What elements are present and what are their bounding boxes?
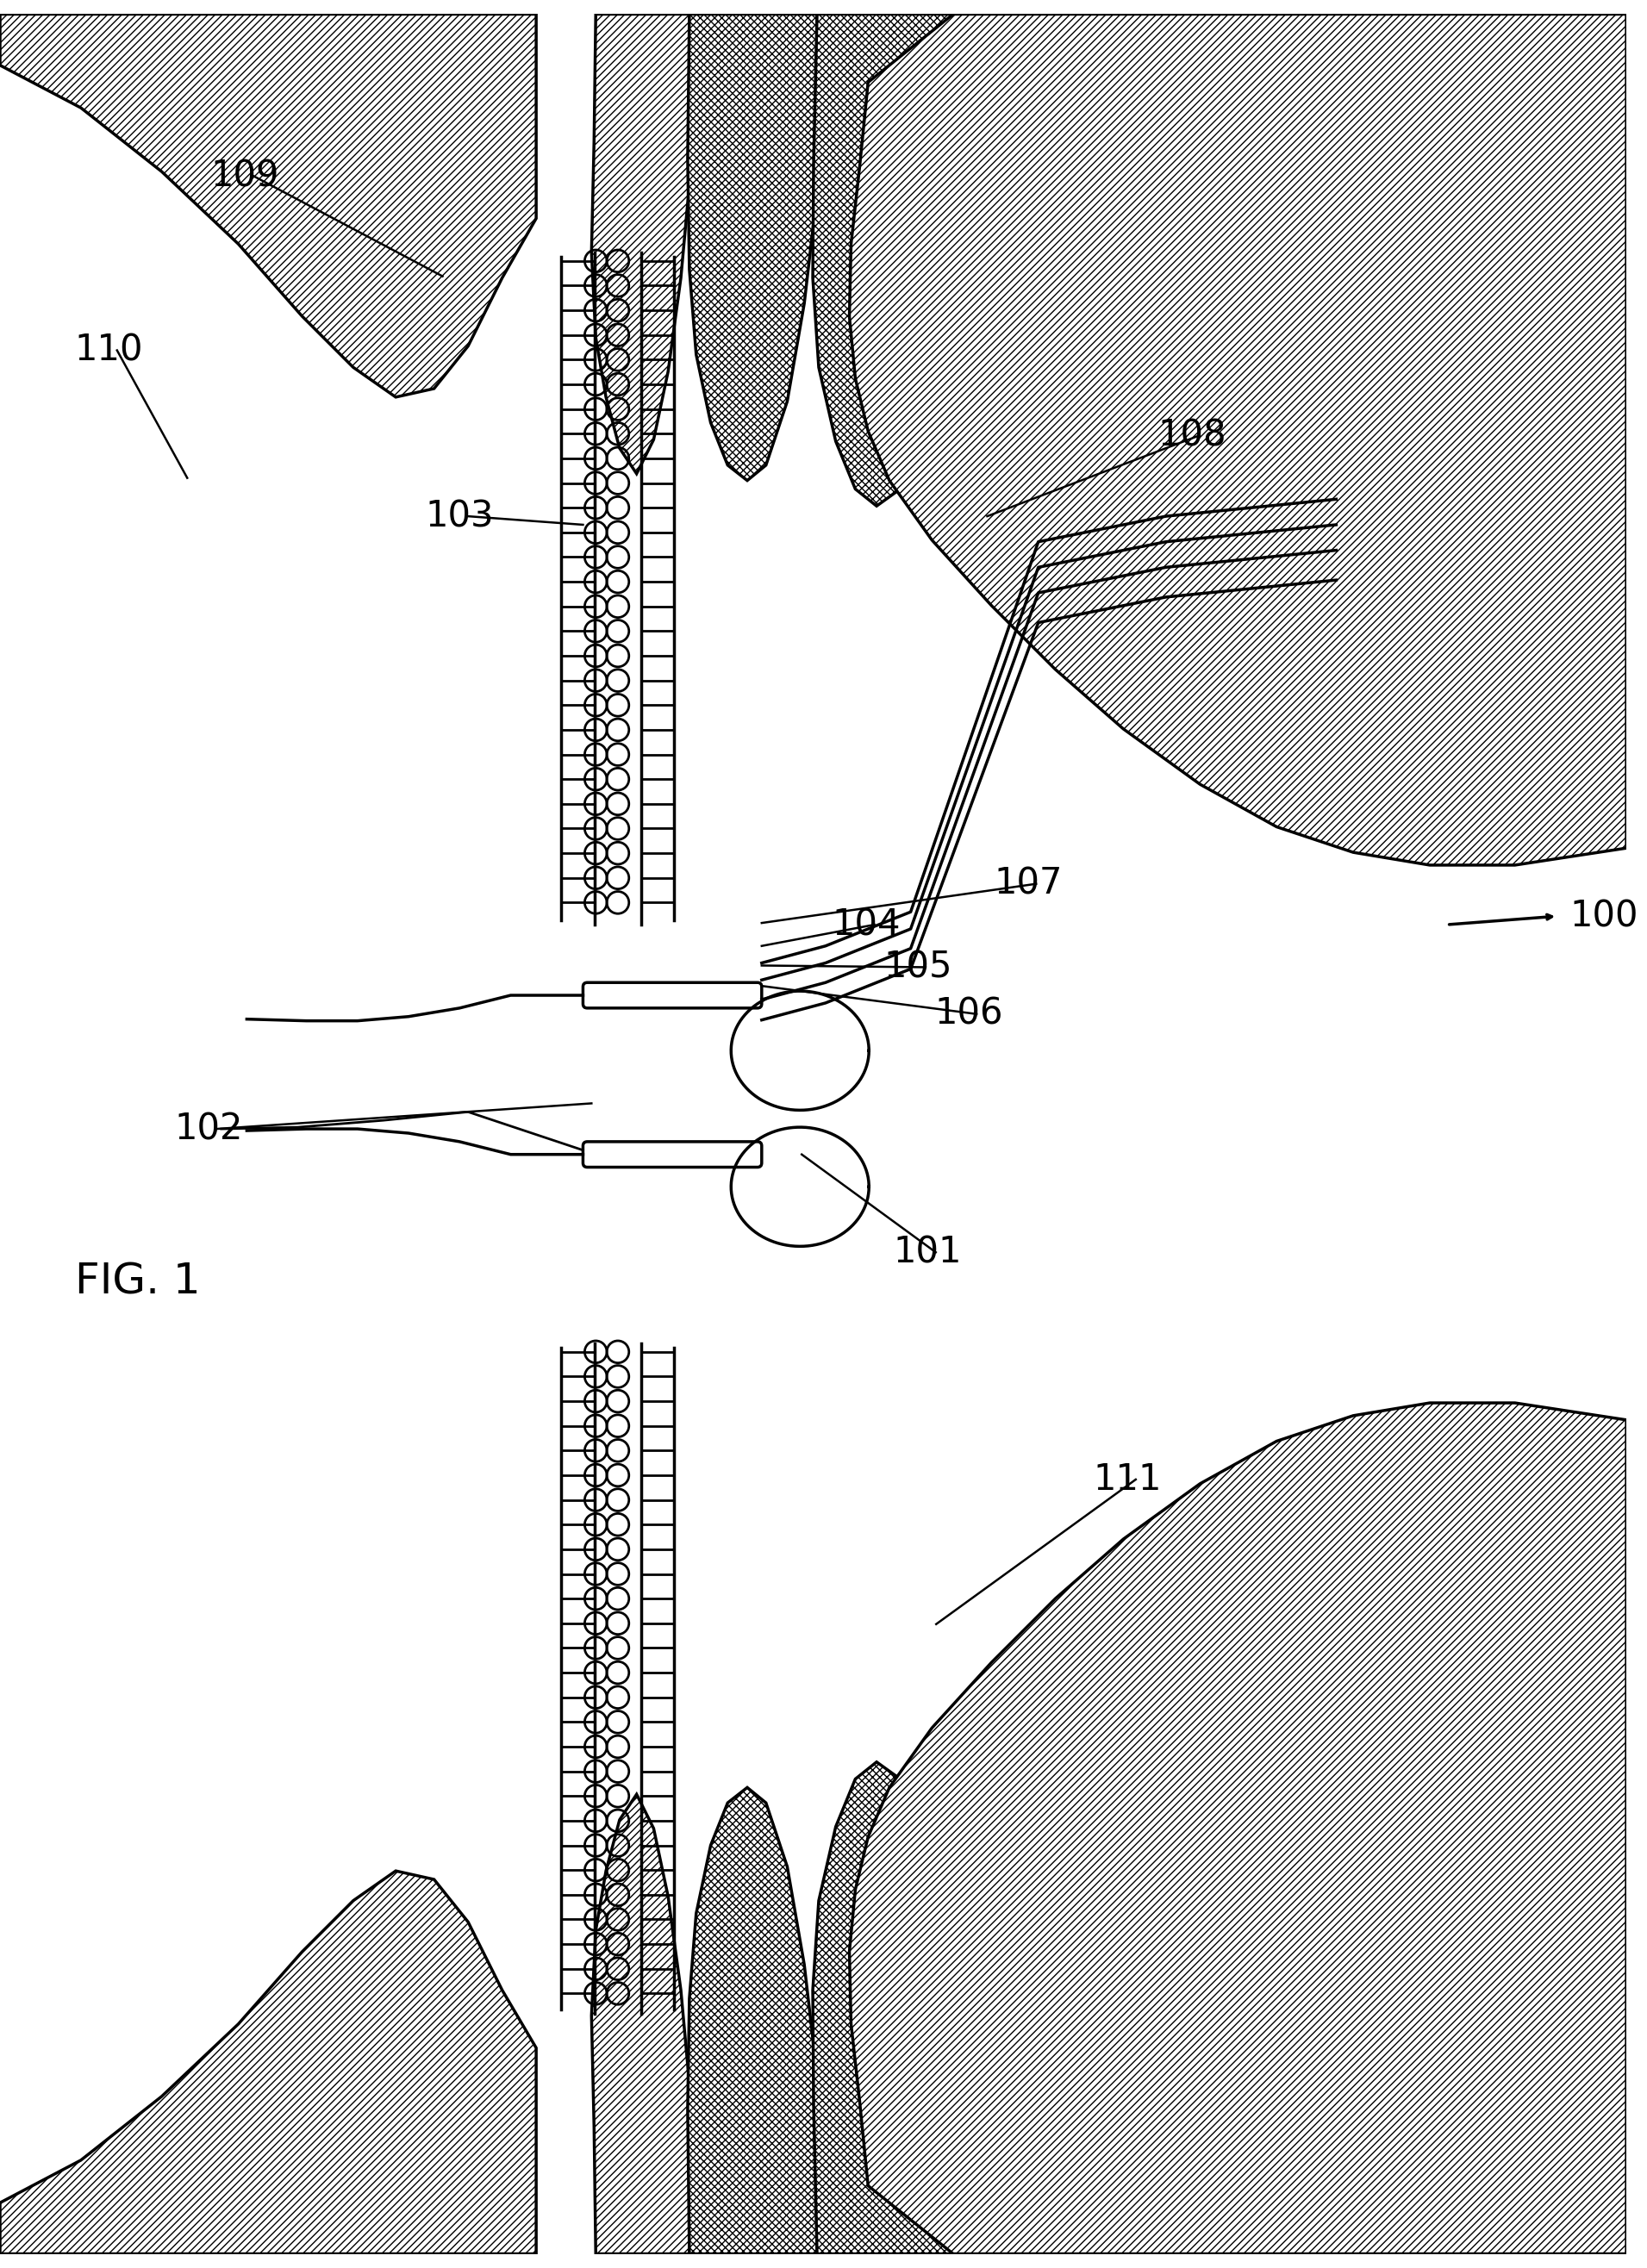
Polygon shape <box>591 14 690 474</box>
Polygon shape <box>812 14 954 506</box>
Polygon shape <box>688 14 817 481</box>
Text: 109: 109 <box>211 159 280 195</box>
FancyBboxPatch shape <box>583 1141 761 1168</box>
Text: 104: 104 <box>832 907 901 943</box>
Text: 110: 110 <box>74 331 143 367</box>
Text: 105: 105 <box>883 948 952 984</box>
Polygon shape <box>688 1787 817 2254</box>
Text: 108: 108 <box>1158 417 1225 454</box>
Text: 101: 101 <box>894 1234 962 1270</box>
Text: 100: 100 <box>1570 898 1639 934</box>
Polygon shape <box>812 1762 954 2254</box>
Polygon shape <box>591 1794 690 2254</box>
Text: FIG. 1: FIG. 1 <box>74 1261 201 1302</box>
Text: 111: 111 <box>1094 1461 1163 1497</box>
Text: 106: 106 <box>934 996 1003 1032</box>
Text: 103: 103 <box>425 499 494 535</box>
Polygon shape <box>850 1404 1626 2254</box>
Polygon shape <box>0 14 537 397</box>
Polygon shape <box>850 14 1626 864</box>
Text: 102: 102 <box>175 1111 242 1148</box>
FancyBboxPatch shape <box>583 982 761 1007</box>
Text: 107: 107 <box>995 866 1062 903</box>
Polygon shape <box>0 1871 537 2254</box>
